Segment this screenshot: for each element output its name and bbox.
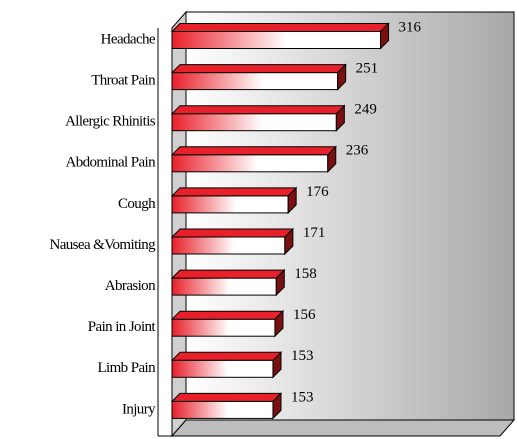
y-tick-label: Allergic Rhinitis (65, 114, 156, 130)
bar-side (337, 63, 347, 91)
bar-top (170, 105, 346, 115)
y-tick-label: Throat Pain (91, 73, 156, 89)
y-tick-label: Injury (122, 401, 156, 417)
value-label: 153 (291, 348, 314, 364)
value-label: 156 (293, 307, 316, 323)
bar-top (170, 228, 295, 238)
bar-top (170, 351, 283, 361)
y-tick-label: Nausea &Vomiting (49, 237, 156, 253)
y-tick-label: Limb Pain (97, 360, 156, 376)
bar (171, 195, 289, 214)
y-tick-label: Cough (118, 196, 156, 212)
bar (171, 31, 382, 49)
value-label: 251 (356, 61, 379, 77)
value-label: 158 (294, 266, 317, 282)
bar-top (170, 146, 337, 156)
bar-side (327, 145, 337, 174)
floor (170, 419, 516, 437)
bar (171, 236, 286, 255)
value-label: 316 (399, 19, 422, 35)
bar (171, 72, 339, 91)
bar-side (380, 22, 390, 50)
bar (171, 277, 277, 296)
bar-side (272, 351, 282, 379)
bar-top (170, 23, 390, 32)
y-tick-label: Pain in Joint (88, 319, 157, 335)
value-label: 236 (346, 143, 369, 159)
y-tick-label: Abrasion (105, 278, 156, 294)
bar-side (284, 227, 294, 256)
bar (171, 318, 276, 337)
bar (171, 359, 274, 378)
bar (171, 154, 329, 173)
value-label: 176 (306, 184, 329, 200)
bar-side (287, 186, 297, 215)
bar (171, 400, 274, 419)
bar-side (272, 392, 282, 420)
bar-side (275, 268, 285, 297)
bar-side (335, 104, 345, 132)
value-label: 249 (354, 102, 377, 118)
value-label: 171 (303, 225, 326, 241)
bar-top (170, 269, 286, 279)
bar-top (170, 310, 285, 320)
bar (171, 113, 337, 132)
bar-top (170, 64, 347, 74)
y-tick-label: Abdominal Pain (65, 155, 156, 171)
y-tick-label: Headache (101, 31, 156, 47)
bar-top (170, 187, 298, 197)
value-label: 153 (291, 389, 314, 405)
bar-side (274, 309, 284, 338)
bar-top (170, 392, 283, 402)
